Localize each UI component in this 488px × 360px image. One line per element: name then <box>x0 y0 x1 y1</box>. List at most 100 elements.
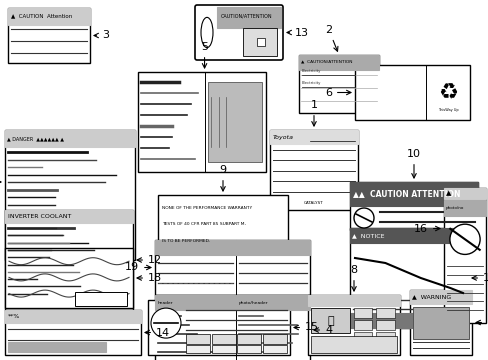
Bar <box>443 200 485 216</box>
Bar <box>375 308 394 318</box>
Text: 19: 19 <box>125 262 151 273</box>
Text: CAUTION/ATTENTION: CAUTION/ATTENTION <box>221 13 272 18</box>
Text: ♻: ♻ <box>437 82 457 103</box>
Text: **%: **% <box>8 314 20 319</box>
Bar <box>310 336 396 352</box>
Text: 11: 11 <box>471 273 488 283</box>
Text: CATALYST: CATALYST <box>304 201 323 205</box>
Bar <box>375 332 394 341</box>
Text: 3: 3 <box>94 31 109 40</box>
Bar <box>349 182 477 230</box>
Bar <box>155 240 235 255</box>
Bar <box>243 28 276 55</box>
Text: Electricity: Electricity <box>302 81 321 85</box>
Bar <box>8 8 90 24</box>
Bar <box>443 188 485 199</box>
Bar <box>256 38 265 46</box>
Bar <box>298 55 378 69</box>
Text: 10: 10 <box>406 149 420 178</box>
Bar <box>307 295 399 306</box>
Bar <box>237 345 261 354</box>
Bar <box>237 334 261 344</box>
Bar <box>262 345 286 354</box>
Text: TESTS OF 40 CFR PART 85 SUBPART M,: TESTS OF 40 CFR PART 85 SUBPART M, <box>162 222 245 226</box>
Text: 13: 13 <box>286 27 308 37</box>
Text: 16: 16 <box>413 224 439 234</box>
Bar <box>5 210 133 223</box>
Bar <box>375 320 394 330</box>
Text: photo/no: photo/no <box>445 206 464 210</box>
Bar <box>208 82 262 162</box>
Text: 🚗: 🚗 <box>326 316 333 326</box>
Bar <box>155 295 235 310</box>
Bar <box>5 248 133 308</box>
Text: Electricity: Electricity <box>302 69 321 73</box>
Text: 5: 5 <box>201 42 207 68</box>
Bar <box>5 310 141 355</box>
Bar <box>353 332 372 341</box>
Text: NONE OF THE PERFORMANCE WARRANTY: NONE OF THE PERFORMANCE WARRANTY <box>162 206 252 210</box>
Text: 4: 4 <box>313 325 331 335</box>
Bar <box>349 228 467 328</box>
Bar <box>310 308 349 333</box>
Text: Toyota: Toyota <box>272 135 293 140</box>
Text: 12: 12 <box>137 255 162 265</box>
Text: photo/header: photo/header <box>238 301 267 305</box>
Bar <box>409 290 471 355</box>
Text: ThisWay Up: ThisWay Up <box>437 108 458 112</box>
Text: ▲  CAUTION/ATTENTION: ▲ CAUTION/ATTENTION <box>301 60 352 64</box>
Bar <box>349 313 467 328</box>
Bar <box>269 130 357 144</box>
Text: ▲ DANGER  ▲▲▲▲▲▲ ▲: ▲ DANGER ▲▲▲▲▲▲ ▲ <box>7 136 64 141</box>
Circle shape <box>151 308 181 338</box>
Bar <box>5 130 135 147</box>
Bar <box>138 72 265 172</box>
Text: 18: 18 <box>137 273 162 283</box>
Text: INVERTER COOLANT: INVERTER COOLANT <box>8 214 71 219</box>
Text: ▲▲  CAUTION ATTENTION: ▲▲ CAUTION ATTENTION <box>352 189 460 198</box>
Bar <box>307 295 399 355</box>
Bar <box>8 8 90 63</box>
Bar <box>235 240 309 255</box>
Text: ▲  WARNING: ▲ WARNING <box>411 294 450 300</box>
Bar <box>5 210 133 310</box>
Ellipse shape <box>201 17 213 48</box>
Text: header: header <box>158 301 173 305</box>
Text: 8: 8 <box>350 265 357 291</box>
Bar <box>155 240 309 295</box>
Bar <box>211 345 235 354</box>
Bar <box>185 334 209 344</box>
Bar <box>158 195 287 255</box>
Bar <box>8 342 106 352</box>
Bar <box>353 308 372 318</box>
Bar <box>353 320 372 330</box>
Bar <box>412 307 468 339</box>
Bar <box>269 130 357 210</box>
Bar <box>235 295 309 310</box>
Circle shape <box>449 224 479 255</box>
Bar <box>349 228 467 243</box>
Text: ▲  NOTICE: ▲ NOTICE <box>351 233 384 238</box>
Text: 17: 17 <box>475 318 488 328</box>
Text: 14: 14 <box>145 328 170 338</box>
Bar <box>75 292 126 306</box>
Text: IS TO BE PERFORMED.: IS TO BE PERFORMED. <box>162 239 210 243</box>
Bar <box>185 345 209 354</box>
Text: 2: 2 <box>325 25 337 51</box>
Text: ▲  CAUTION  Attention: ▲ CAUTION Attention <box>11 14 72 19</box>
Bar <box>5 130 135 260</box>
Bar <box>217 7 281 28</box>
Text: 7: 7 <box>0 177 1 187</box>
Bar <box>262 334 286 344</box>
Bar <box>354 65 469 120</box>
Bar <box>298 55 378 113</box>
Bar <box>443 188 485 323</box>
Text: ▲: ▲ <box>445 190 450 197</box>
Text: 6: 6 <box>325 87 350 98</box>
Bar <box>349 182 477 206</box>
Text: 1: 1 <box>310 100 317 126</box>
Bar <box>148 300 289 355</box>
FancyBboxPatch shape <box>195 5 283 60</box>
Bar <box>155 295 309 360</box>
Circle shape <box>353 208 373 228</box>
